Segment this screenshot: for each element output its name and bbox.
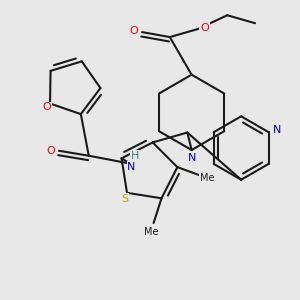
Text: O: O [47,146,56,156]
Text: N: N [273,125,282,135]
Text: N: N [188,153,196,163]
Text: O: O [200,23,209,33]
Text: S: S [122,194,129,204]
Text: O: O [130,26,139,36]
Text: Me: Me [200,173,214,183]
Text: O: O [43,103,51,112]
Text: Me: Me [144,227,159,237]
Text: N: N [127,162,136,172]
Text: H: H [131,151,140,161]
